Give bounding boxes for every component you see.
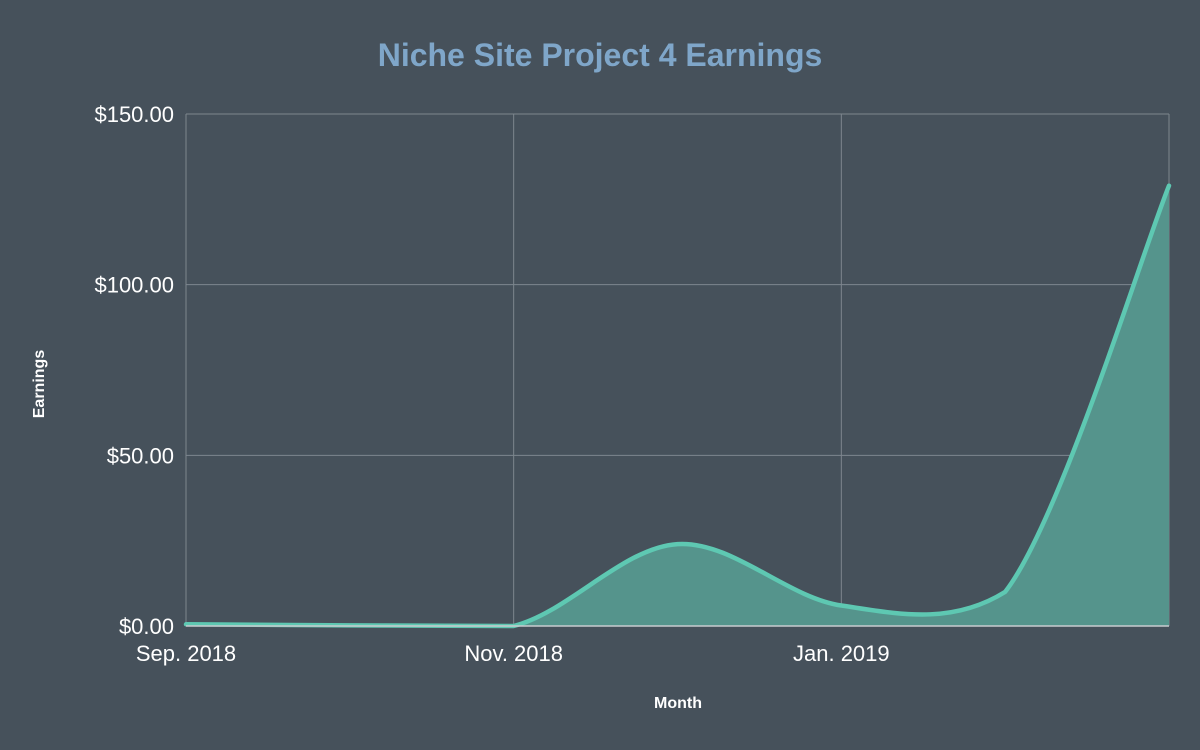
x-tick-label: Sep. 2018 [136,641,236,666]
x-axis-title: Month [654,695,702,712]
area-layer [186,185,1169,626]
data-point-4 [838,603,844,609]
y-tick-label: $50.00 [107,443,174,468]
series-area-fill [186,185,1169,626]
x-tick-label: Jan. 2019 [793,641,890,666]
data-point-5 [1002,589,1008,595]
y-axis-title: Earnings [31,350,48,419]
axis-layer: $0.00 $50.00 $100.00 $150.00 Sep. 2018 Nov. 2… [94,102,1169,666]
chart-title: Niche Site Project 4 Earnings [378,37,823,73]
y-tick-label: $0.00 [119,614,174,639]
x-tick-label: Nov. 2018 [464,641,563,666]
data-point-3 [675,541,681,547]
data-point-6 [1166,183,1172,189]
y-tick-label: $150.00 [94,102,174,127]
y-tick-label: $100.00 [94,273,174,298]
